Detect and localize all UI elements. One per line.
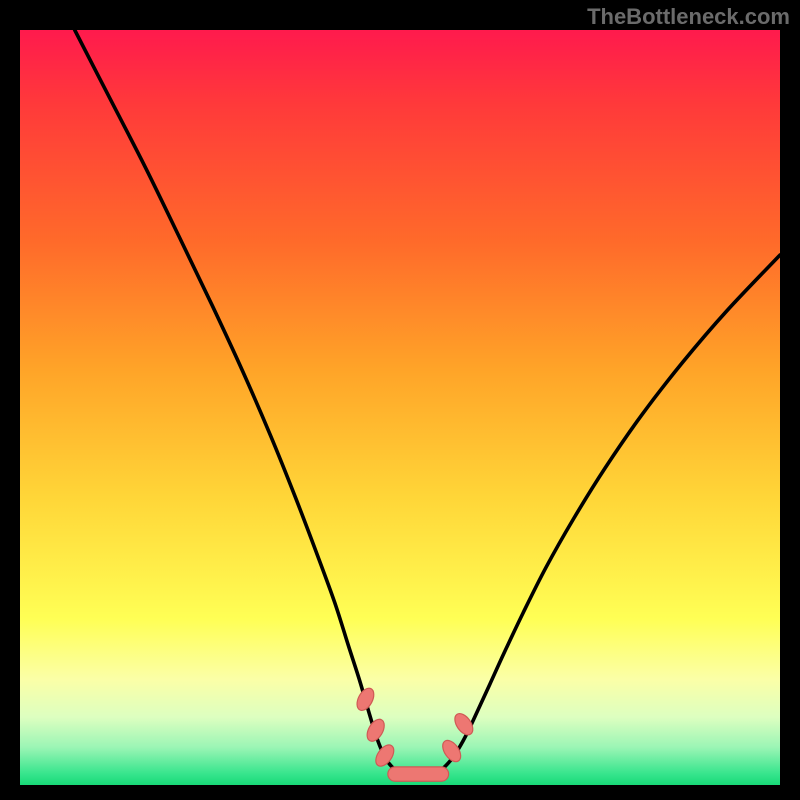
bottleneck-chart — [0, 0, 800, 800]
valley-capsule-marker — [388, 767, 449, 781]
watermark-text: TheBottleneck.com — [587, 4, 790, 30]
